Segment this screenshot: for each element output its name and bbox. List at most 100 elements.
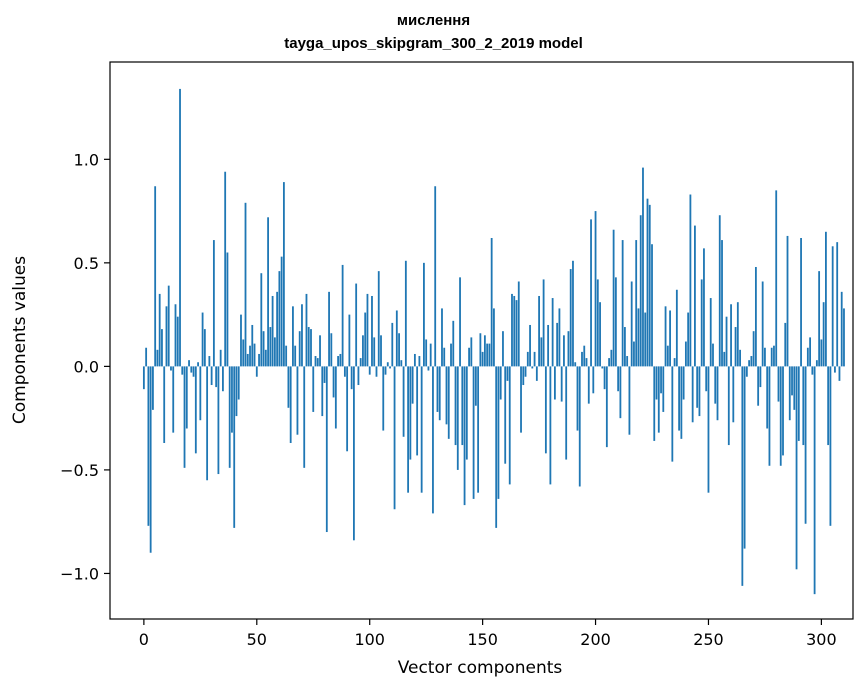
bar-191 xyxy=(574,362,577,367)
bar-306 xyxy=(834,366,836,373)
bar-300 xyxy=(820,339,823,367)
bar-299 xyxy=(818,271,821,367)
bar-0 xyxy=(142,366,145,390)
bar-16 xyxy=(179,88,181,367)
bar-144 xyxy=(468,347,470,367)
bar-50 xyxy=(255,366,258,377)
bar-161 xyxy=(506,366,509,381)
bar-234 xyxy=(671,366,674,462)
bar-215 xyxy=(628,366,631,435)
y-tick-label: 0.0 xyxy=(74,357,99,376)
bar-21 xyxy=(190,366,193,373)
bar-151 xyxy=(483,335,486,367)
bar-55 xyxy=(267,217,269,367)
bar-4 xyxy=(152,366,154,410)
bar-201 xyxy=(596,279,599,367)
bar-280 xyxy=(775,190,778,367)
bar-110 xyxy=(391,322,394,367)
bar-281 xyxy=(777,366,780,402)
bar-177 xyxy=(542,279,545,367)
bar-307 xyxy=(836,242,839,367)
bar-252 xyxy=(712,343,714,367)
bar-283 xyxy=(782,366,784,456)
bar-14 xyxy=(174,304,177,367)
bar-104 xyxy=(377,271,380,367)
bar-32 xyxy=(215,366,218,388)
x-tick-label: 250 xyxy=(693,630,724,649)
bar-238 xyxy=(680,366,683,439)
bar-108 xyxy=(386,362,389,367)
bar-138 xyxy=(454,366,457,446)
bar-30 xyxy=(210,366,213,386)
bar-36 xyxy=(224,171,227,367)
bar-230 xyxy=(662,366,665,412)
bar-111 xyxy=(393,366,396,510)
bar-273 xyxy=(759,366,762,388)
bar-160 xyxy=(504,366,507,464)
bar-199 xyxy=(592,366,595,394)
bar-179 xyxy=(547,324,550,367)
bar-126 xyxy=(427,366,430,371)
bar-181 xyxy=(551,298,554,367)
x-tick-label: 300 xyxy=(806,630,837,649)
x-tick-label: 200 xyxy=(580,630,611,649)
bar-220 xyxy=(639,215,642,367)
bar-90 xyxy=(346,366,349,452)
bar-174 xyxy=(535,366,538,381)
bar-103 xyxy=(375,366,378,377)
bar-263 xyxy=(736,302,739,367)
bar-40 xyxy=(233,366,236,528)
bar-137 xyxy=(452,320,455,367)
bar-89 xyxy=(343,366,346,377)
bar-182 xyxy=(553,366,556,400)
bar-268 xyxy=(748,360,751,367)
bar-279 xyxy=(773,345,775,367)
bar-274 xyxy=(761,281,764,367)
bar-143 xyxy=(465,366,468,460)
bar-162 xyxy=(508,366,511,485)
bar-28 xyxy=(206,366,209,481)
bar-200 xyxy=(594,211,597,367)
bar-67 xyxy=(294,345,297,367)
bar-256 xyxy=(721,240,723,367)
bar-105 xyxy=(380,335,382,367)
bar-257 xyxy=(723,351,726,367)
bar-241 xyxy=(687,312,690,367)
bar-204 xyxy=(603,366,606,390)
bar-116 xyxy=(404,260,407,367)
bar-120 xyxy=(413,353,416,367)
bar-169 xyxy=(524,366,527,377)
bar-301 xyxy=(822,302,825,367)
bar-128 xyxy=(432,366,434,514)
bar-228 xyxy=(657,366,660,433)
bar-88 xyxy=(341,264,344,367)
bar-258 xyxy=(725,316,728,367)
bar-25 xyxy=(199,366,202,421)
bar-38 xyxy=(228,366,231,468)
bar-106 xyxy=(382,366,385,431)
bar-134 xyxy=(445,366,448,425)
bar-102 xyxy=(373,337,376,367)
bar-86 xyxy=(337,356,339,367)
bar-62 xyxy=(282,182,285,367)
y-tick-label: −1.0 xyxy=(60,564,99,583)
bar-309 xyxy=(840,291,843,367)
bar-193 xyxy=(578,366,581,487)
bar-141 xyxy=(461,366,464,446)
bar-186 xyxy=(563,335,565,367)
bar-100 xyxy=(368,366,371,375)
bar-304 xyxy=(829,366,832,526)
bar-98 xyxy=(364,312,367,367)
bar-298 xyxy=(815,360,818,367)
bar-87 xyxy=(339,353,342,367)
bar-239 xyxy=(682,366,685,400)
bar-47 xyxy=(249,345,251,367)
y-axis-label: Components values xyxy=(10,255,30,425)
bar-60 xyxy=(278,271,281,367)
bar-272 xyxy=(757,366,760,406)
bar-251 xyxy=(709,298,712,367)
bar-229 xyxy=(660,366,662,394)
bar-285 xyxy=(786,235,789,367)
bar-277 xyxy=(768,366,771,466)
bar-42 xyxy=(237,366,240,400)
